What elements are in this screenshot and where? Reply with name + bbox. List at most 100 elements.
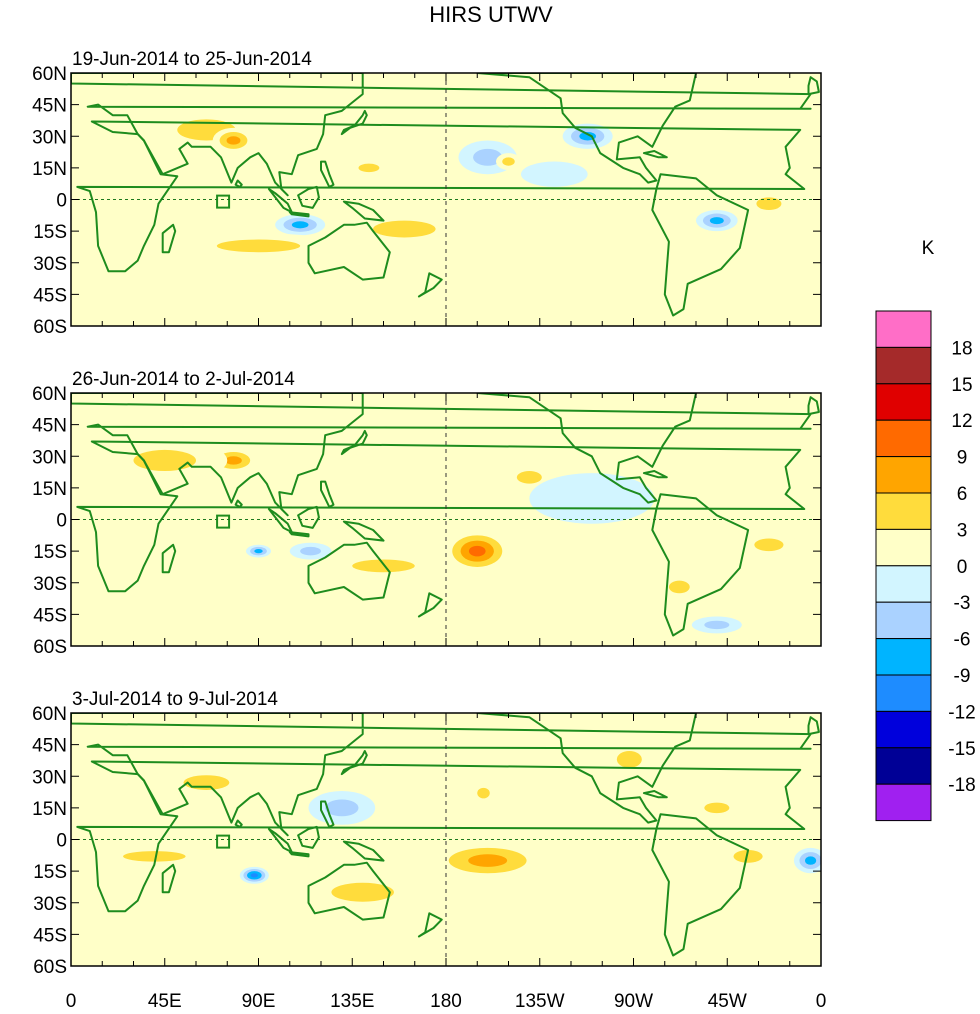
colorbar-label: -15 bbox=[948, 739, 975, 760]
anomaly-contour bbox=[358, 163, 380, 173]
y-tick-label: 0 bbox=[56, 191, 67, 212]
landmass-outline bbox=[76, 440, 806, 593]
anomaly-contour bbox=[733, 850, 763, 863]
y-tick-label: 0 bbox=[56, 831, 67, 852]
y-tick-label: 45S bbox=[33, 285, 67, 306]
anomaly-contour bbox=[668, 580, 690, 594]
anomaly-contour bbox=[123, 851, 186, 862]
anomaly-contour bbox=[616, 750, 642, 768]
colorbar-swatch bbox=[875, 747, 932, 785]
landmass-outline bbox=[297, 825, 320, 849]
x-tick-label: 90E bbox=[242, 991, 276, 1012]
figure-title: HIRS UTWV bbox=[429, 2, 553, 27]
landmass-outline bbox=[297, 185, 320, 209]
anomaly-contour bbox=[516, 471, 542, 484]
y-tick-label: 15S bbox=[33, 542, 67, 563]
landmass-outline bbox=[71, 73, 812, 197]
y-tick-label: 45N bbox=[32, 736, 67, 757]
anomaly-region bbox=[793, 847, 821, 874]
anomaly-contour bbox=[709, 217, 724, 225]
x-tick-label: 45E bbox=[148, 991, 182, 1012]
anomaly-region bbox=[308, 791, 376, 825]
landmass-outline bbox=[342, 520, 385, 542]
anomaly-region bbox=[160, 767, 253, 798]
landmass-outline bbox=[71, 713, 812, 837]
x-axis: 0 45E 90E 135E 180 135W 90W 45W 0 bbox=[66, 991, 827, 1012]
colorbar-label: -18 bbox=[948, 775, 975, 796]
landmass-outline bbox=[288, 531, 310, 538]
y-tick-label: 15N bbox=[32, 479, 67, 500]
y-tick-label: 30S bbox=[33, 254, 67, 275]
anomaly-contour bbox=[373, 220, 436, 238]
y-tick-label: 15N bbox=[32, 799, 67, 820]
landmass-outline bbox=[307, 221, 391, 281]
colorbar-unit: K bbox=[922, 238, 935, 259]
colorbar-label: 6 bbox=[957, 484, 968, 505]
anomaly-contour bbox=[477, 787, 490, 799]
anomaly-region bbox=[521, 161, 588, 187]
anomaly-contour bbox=[300, 546, 322, 556]
panel-title: 3-Jul-2014 to 9-Jul-2014 bbox=[72, 689, 278, 710]
landmass-outline bbox=[76, 760, 806, 913]
anomaly-contour bbox=[325, 799, 359, 817]
y-tick-label: 45N bbox=[32, 416, 67, 437]
colorbar-label: 0 bbox=[957, 557, 968, 578]
y-tick-label: 45S bbox=[33, 605, 67, 626]
anomaly-region bbox=[529, 473, 655, 524]
y-tick-label: 45N bbox=[32, 96, 67, 117]
anomaly-region bbox=[175, 233, 342, 259]
colorbar-swatch bbox=[875, 638, 932, 676]
y-tick-label: 30N bbox=[32, 127, 67, 148]
y-tick-label: 30S bbox=[33, 574, 67, 595]
landmass-outline bbox=[307, 541, 391, 601]
anomaly-contour bbox=[502, 157, 515, 166]
colorbar-swatch bbox=[875, 528, 932, 567]
landmass-outline bbox=[342, 840, 385, 862]
landmass-outline bbox=[161, 543, 177, 574]
landmass-outline bbox=[417, 272, 443, 298]
landmass-outline bbox=[161, 223, 177, 254]
anomaly-contour bbox=[529, 473, 655, 524]
island-marker bbox=[216, 514, 231, 529]
landmass-outline bbox=[234, 179, 243, 188]
anomaly-region bbox=[341, 212, 467, 246]
anomaly-contour bbox=[521, 161, 588, 187]
landmass-outline bbox=[267, 828, 293, 854]
landmass-outline bbox=[340, 109, 368, 136]
anomaly-region bbox=[443, 530, 511, 573]
anomaly-region bbox=[300, 873, 426, 912]
anomaly-contour bbox=[756, 197, 782, 211]
anomaly-contour bbox=[704, 620, 730, 630]
landmass-outline bbox=[417, 592, 443, 618]
colorbar-swatch bbox=[875, 383, 932, 421]
landmass-outline bbox=[297, 505, 320, 529]
landmass-outline bbox=[320, 480, 335, 508]
anomaly-contour bbox=[254, 549, 263, 554]
anomaly-region bbox=[739, 532, 799, 558]
anomaly-region bbox=[562, 123, 613, 149]
colorbar-swatch bbox=[875, 419, 932, 458]
colorbar-label: -9 bbox=[954, 666, 971, 687]
anomaly-contour bbox=[331, 882, 394, 902]
y-tick-label: 30N bbox=[32, 767, 67, 788]
colorbar-label: -12 bbox=[948, 702, 975, 723]
landmass-outline bbox=[161, 863, 177, 894]
island-marker bbox=[216, 834, 231, 849]
landmass-outline bbox=[234, 819, 243, 828]
colorbar-swatch bbox=[875, 310, 932, 348]
y-tick-label: 15S bbox=[33, 862, 67, 883]
anomaly-region bbox=[743, 191, 794, 217]
anomaly-contour bbox=[352, 559, 415, 573]
anomaly-region bbox=[348, 159, 390, 177]
landmass-outline bbox=[340, 429, 368, 456]
anomaly-contour bbox=[216, 239, 301, 253]
landmass-outline bbox=[320, 160, 335, 188]
anomaly-region bbox=[429, 841, 546, 880]
landmass-outline bbox=[807, 396, 820, 416]
x-tick-label: 45W bbox=[708, 991, 747, 1012]
anomaly-region bbox=[91, 845, 217, 867]
anomaly-contour bbox=[133, 449, 196, 472]
